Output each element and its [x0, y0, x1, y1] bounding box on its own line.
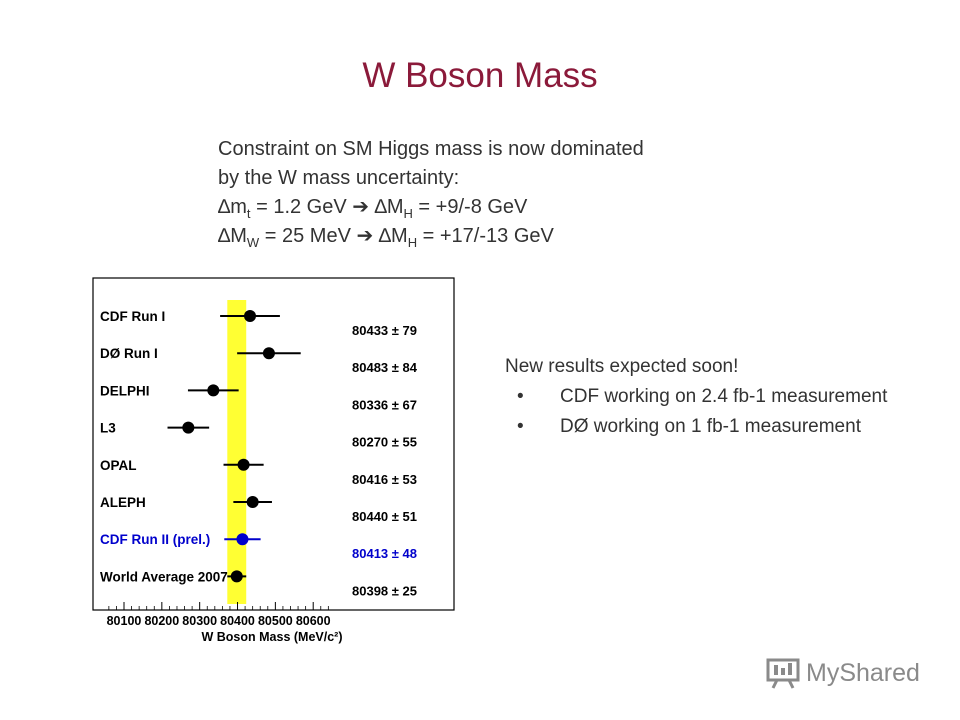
measurement-value: 80398 ± 25 [352, 583, 417, 598]
side-note-heading: New results expected soon! [505, 356, 739, 377]
delta-mt-value: = 1.2 GeV [250, 196, 353, 218]
measurement-value: 80416 ± 53 [352, 472, 417, 487]
measurement-point [237, 458, 250, 471]
x-tick-label: 80400 [220, 614, 255, 628]
subscript-h: H [407, 235, 418, 250]
world-average-band [227, 300, 247, 604]
delta-mh-symbol: ∆M [373, 225, 408, 247]
plot-frame [92, 277, 455, 611]
arrow-icon: ➔ [356, 225, 374, 247]
measurement-point [246, 496, 259, 508]
presentation-icon [766, 658, 800, 689]
x-tick-label: 80200 [144, 614, 179, 628]
delta-mh-value: = +17/-13 GeV [417, 225, 554, 247]
measurement-value: 80483 ± 84 [352, 360, 418, 375]
arrow-icon: ➔ [352, 196, 370, 218]
x-tick-label: 80100 [107, 614, 142, 628]
intro-line-2: by the W mass uncertainty: [218, 167, 460, 189]
delta-mw-symbol: ∆M [218, 225, 247, 247]
bullet-text: CDF working on 2.4 fb-1 measurement [560, 386, 888, 407]
intro-line-4: ∆MW = 25 MeV ➔ ∆MH = +17/-13 GeV [218, 222, 644, 251]
measurement-point [244, 310, 257, 322]
myshared-logo: MyShared [766, 656, 920, 690]
slide-title: W Boson Mass [362, 56, 598, 95]
bullet-icon: • [517, 416, 524, 437]
measurement-value: 80433 ± 79 [352, 323, 417, 338]
measurement-value: 80440 ± 51 [352, 509, 417, 524]
measurement-label: OPAL [100, 458, 137, 473]
bullet-text: DØ working on 1 fb-1 measurement [560, 416, 861, 437]
intro-line-3: ∆mt = 1.2 GeV ➔ ∆MH = +9/-8 GeV [218, 193, 644, 222]
measurement-label: ALEPH [100, 495, 146, 510]
measurement-label: CDF Run II (prel.) [100, 532, 210, 547]
x-axis-label: W Boson Mass (MeV/c²) [202, 630, 343, 644]
delta-mh-symbol: ∆M [369, 196, 404, 218]
subscript-w: W [246, 235, 260, 250]
intro-text: Constraint on SM Higgs mass is now domin… [218, 135, 644, 251]
measurement-point [230, 570, 243, 583]
side-note-bullet: • CDF working on 2.4 fb-1 measurement [505, 386, 887, 416]
logo-text: MyShared [806, 658, 920, 687]
side-note-bullet: • DØ working on 1 fb-1 measurement [505, 416, 887, 446]
side-note: New results expected soon! • CDF working … [505, 356, 887, 446]
measurement-value: 80336 ± 67 [352, 397, 417, 412]
measurement-label: L3 [100, 421, 116, 436]
measurement-point [236, 533, 249, 546]
subscript-h: H [403, 206, 413, 221]
delta-mw-value: = 25 MeV [259, 225, 357, 247]
measurement-point [207, 384, 220, 397]
measurement-value: 80413 ± 48 [352, 546, 417, 561]
subscript-t: t [246, 206, 251, 221]
x-tick-label: 80600 [296, 614, 331, 628]
x-tick-label: 80500 [258, 614, 293, 628]
measurement-label: DELPHI [100, 383, 150, 398]
measurement-point [182, 421, 195, 434]
measurement-point [262, 347, 275, 360]
x-tick-label: 80300 [182, 614, 217, 628]
measurement-label: CDF Run I [100, 309, 165, 324]
measurement-label: World Average 2007 [100, 569, 228, 584]
measurement-label: DØ Run I [100, 346, 158, 361]
bullet-icon: • [517, 386, 524, 407]
intro-line-1: Constraint on SM Higgs mass is now domin… [218, 138, 644, 160]
delta-mh-value: = +9/-8 GeV [412, 196, 528, 218]
measurement-value: 80270 ± 55 [352, 435, 417, 450]
delta-mt-symbol: ∆m [218, 196, 247, 218]
